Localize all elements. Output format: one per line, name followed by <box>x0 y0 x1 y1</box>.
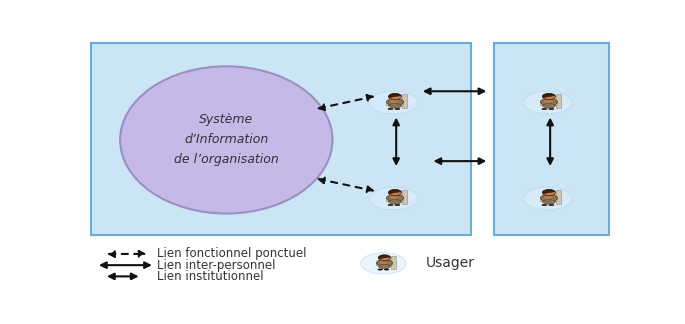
Ellipse shape <box>388 108 393 110</box>
FancyArrowPatch shape <box>547 120 553 164</box>
Ellipse shape <box>390 98 398 103</box>
Ellipse shape <box>540 98 558 105</box>
Circle shape <box>543 94 556 99</box>
Ellipse shape <box>388 204 393 206</box>
Circle shape <box>361 253 406 274</box>
Bar <box>91 43 471 235</box>
Ellipse shape <box>543 200 556 204</box>
Bar <box>402 94 407 109</box>
Ellipse shape <box>544 194 552 199</box>
Circle shape <box>388 190 401 196</box>
Circle shape <box>524 91 572 114</box>
Text: Lien inter-personnel: Lien inter-personnel <box>158 259 276 272</box>
Ellipse shape <box>386 194 403 202</box>
Bar <box>495 43 608 235</box>
FancyArrowPatch shape <box>109 273 136 279</box>
Bar <box>391 256 396 269</box>
Ellipse shape <box>549 108 553 110</box>
Wedge shape <box>388 94 401 98</box>
Ellipse shape <box>542 204 547 206</box>
FancyArrowPatch shape <box>436 158 484 164</box>
Circle shape <box>370 91 418 114</box>
Circle shape <box>370 187 418 210</box>
Wedge shape <box>378 255 390 259</box>
FancyArrowPatch shape <box>319 95 373 110</box>
Circle shape <box>543 190 556 196</box>
Ellipse shape <box>390 194 398 199</box>
Ellipse shape <box>388 200 401 204</box>
Bar <box>556 94 561 109</box>
FancyArrowPatch shape <box>393 120 399 164</box>
FancyArrowPatch shape <box>425 88 484 94</box>
FancyArrowPatch shape <box>319 178 373 192</box>
Text: Lien institutionnel: Lien institutionnel <box>158 270 264 283</box>
Text: Usager: Usager <box>425 256 475 271</box>
Bar <box>540 199 557 201</box>
Ellipse shape <box>386 98 403 105</box>
Bar <box>556 191 561 204</box>
Bar <box>386 199 403 201</box>
Ellipse shape <box>542 108 547 110</box>
FancyArrowPatch shape <box>109 251 145 257</box>
Ellipse shape <box>543 104 556 108</box>
Ellipse shape <box>549 204 553 206</box>
Bar <box>402 191 407 204</box>
Ellipse shape <box>379 260 387 264</box>
Ellipse shape <box>379 264 390 269</box>
Text: Système
d’Information
de l’organisation: Système d’Information de l’organisation <box>174 113 279 167</box>
Ellipse shape <box>384 269 389 270</box>
Bar <box>386 103 403 105</box>
Text: Lien fonctionnel ponctuel: Lien fonctionnel ponctuel <box>158 248 307 260</box>
Ellipse shape <box>544 98 552 103</box>
Wedge shape <box>543 94 555 98</box>
Wedge shape <box>388 190 401 194</box>
Circle shape <box>378 255 390 261</box>
Ellipse shape <box>540 194 558 202</box>
FancyArrowPatch shape <box>101 262 149 268</box>
Circle shape <box>388 94 401 99</box>
Ellipse shape <box>395 204 400 206</box>
Ellipse shape <box>388 104 401 108</box>
Circle shape <box>524 187 572 210</box>
Ellipse shape <box>395 108 400 110</box>
Bar <box>376 264 392 265</box>
Ellipse shape <box>377 269 382 270</box>
Wedge shape <box>543 190 555 194</box>
Ellipse shape <box>376 260 393 266</box>
Ellipse shape <box>120 66 332 214</box>
Bar <box>540 103 557 105</box>
